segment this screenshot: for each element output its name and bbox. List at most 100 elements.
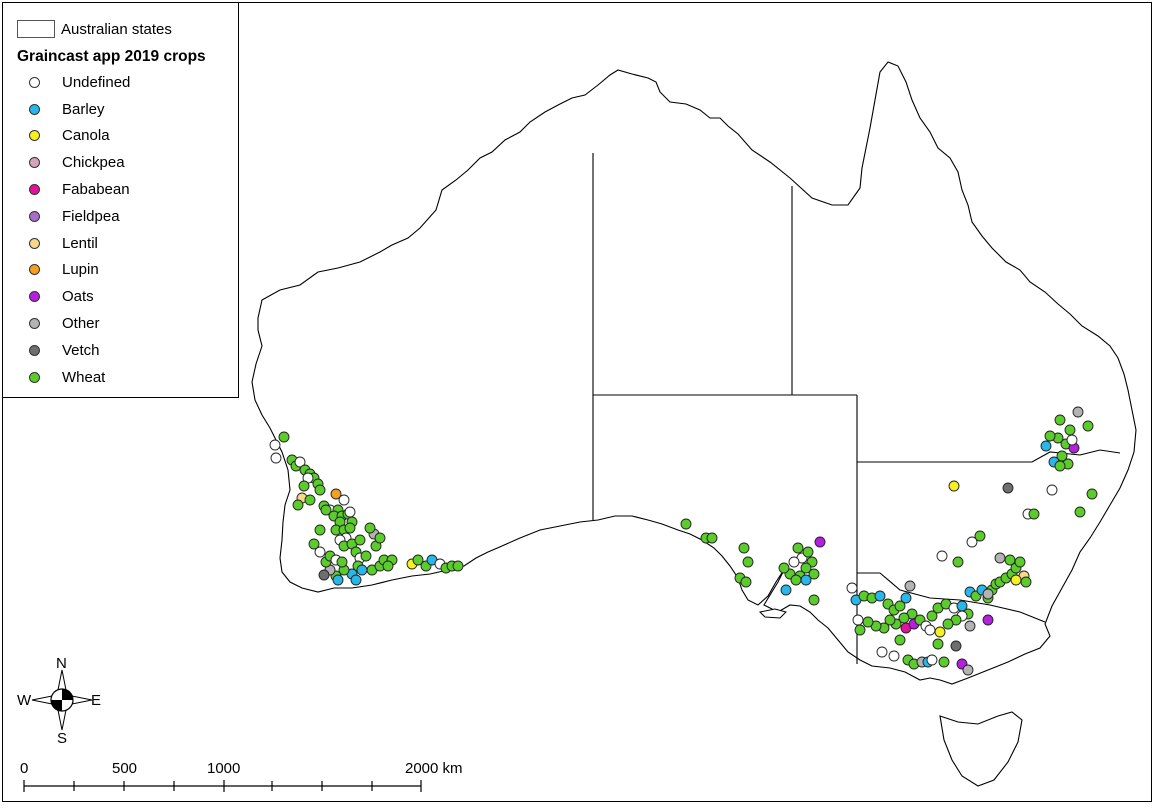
crop-point-barley <box>1040 440 1052 452</box>
crop-point-barley <box>874 590 886 602</box>
legend-item-vetch: Vetch <box>29 337 130 364</box>
crop-point-wheat <box>926 610 938 622</box>
crop-point-undefined <box>936 550 948 562</box>
legend-item-label: Other <box>62 315 100 333</box>
scale-label-0: 0 <box>20 760 29 777</box>
crop-point-barley <box>356 564 368 576</box>
crop-point-wheat <box>382 560 394 572</box>
crop-point-wheat <box>292 499 304 511</box>
crop-point-wheat <box>1086 488 1098 500</box>
crop-point-other <box>904 580 916 592</box>
chickpea-dot <box>29 157 40 169</box>
vetch-dot <box>29 344 40 356</box>
crop-point-other <box>982 588 994 600</box>
legend-item-label: Oats <box>62 288 94 306</box>
crop-point-wheat <box>952 556 964 568</box>
crop-point-barley <box>780 584 792 596</box>
crop-point-wheat <box>938 656 950 668</box>
scale-label-500: 500 <box>112 760 138 777</box>
crop-point-barley <box>800 574 812 586</box>
crop-point-undefined <box>338 494 350 506</box>
compass-n-label: N <box>56 655 67 672</box>
crop-point-vetch <box>950 640 962 652</box>
crop-point-wheat <box>1082 420 1094 432</box>
crop-point-other <box>1072 406 1084 418</box>
crop-point-wheat <box>320 504 332 516</box>
compass-e-label: E <box>91 692 102 709</box>
crop-point-wheat <box>308 538 320 550</box>
crop-point-wheat <box>808 594 820 606</box>
legend-item-lentil: Lentil <box>29 230 130 257</box>
scale-bar <box>23 780 422 792</box>
legend-item-label: Barley <box>62 100 105 118</box>
legend-item-barley: Barley <box>29 96 130 123</box>
crop-point-wheat <box>1074 506 1086 518</box>
crop-point-wheat <box>802 546 814 558</box>
australia-mainland <box>251 61 1137 685</box>
crop-point-wheat <box>344 522 356 534</box>
legend-item-label: Chickpea <box>62 154 125 172</box>
legend-item-wheat: Wheat <box>29 364 130 391</box>
crop-point-undefined <box>846 582 858 594</box>
legend-states-entry: Australian states <box>17 19 172 39</box>
crop-point-canola <box>948 480 960 492</box>
legend-item-label: Undefined <box>62 73 131 91</box>
crop-point-wheat <box>1014 556 1026 568</box>
legend-item-chickpea: Chickpea <box>29 149 130 176</box>
fieldpea-dot <box>29 210 40 222</box>
crop-point-undefined <box>926 654 938 666</box>
crop-point-wheat <box>862 616 874 628</box>
crop-point-oats <box>814 536 826 548</box>
scale-label-1000: 1000 <box>207 760 241 777</box>
crop-point-vetch <box>1002 482 1014 494</box>
crop-point-wheat <box>314 524 326 536</box>
crop-point-oats <box>982 614 994 626</box>
compass-w-label: W <box>17 692 32 709</box>
crop-point-wheat <box>738 542 750 554</box>
other-dot <box>29 318 40 330</box>
crop-point-wheat <box>706 532 718 544</box>
crop-point-undefined <box>344 506 356 518</box>
crop-point-wheat <box>942 618 954 630</box>
legend-item-fieldpea: Fieldpea <box>29 203 130 230</box>
undefined-dot <box>29 76 40 88</box>
scale-label-2000: 2000 km <box>405 760 463 777</box>
crop-point-wheat <box>742 556 754 568</box>
crop-point-undefined <box>966 536 978 548</box>
crop-point-wheat <box>364 522 376 534</box>
fababean-dot <box>29 184 40 196</box>
crop-point-undefined <box>1066 434 1078 446</box>
crop-point-wheat <box>1054 460 1066 472</box>
crop-point-barley <box>900 592 912 604</box>
legend-item-undefined: Undefined <box>29 69 130 96</box>
legend-item-label: Vetch <box>62 341 100 359</box>
crop-point-wheat <box>800 562 812 574</box>
crop-point-wheat <box>360 550 372 562</box>
legend-item-other: Other <box>29 310 130 337</box>
crop-point-wheat <box>354 534 366 546</box>
crop-point-wheat <box>336 556 348 568</box>
legend-item-label: Lupin <box>62 261 99 279</box>
crop-point-other <box>964 620 976 632</box>
crop-point-barley <box>332 574 344 586</box>
crop-point-undefined <box>876 646 888 658</box>
crop-point-wheat <box>1020 576 1032 588</box>
crop-point-wheat <box>1064 424 1076 436</box>
lupin-dot <box>29 264 40 276</box>
lentil-dot <box>29 237 40 249</box>
state-borders <box>592 153 1121 664</box>
map-legend: Australian states Graincast app 2019 cro… <box>3 3 239 398</box>
legend-item-label: Fababean <box>62 181 130 199</box>
crop-point-undefined <box>269 439 281 451</box>
legend-item-canola: Canola <box>29 123 130 150</box>
oats-dot <box>29 291 40 303</box>
crop-point-canola <box>1010 574 1022 586</box>
crop-point-wheat <box>1004 554 1016 566</box>
crop-point-lupin <box>330 488 342 500</box>
crop-point-wheat <box>790 574 802 586</box>
crop-point-wheat <box>778 562 790 574</box>
crop-point-wheat <box>854 624 866 636</box>
legend-title: Graincast app 2019 crops <box>17 48 206 65</box>
crop-point-wheat <box>304 494 316 506</box>
crop-point-wheat <box>808 568 820 580</box>
